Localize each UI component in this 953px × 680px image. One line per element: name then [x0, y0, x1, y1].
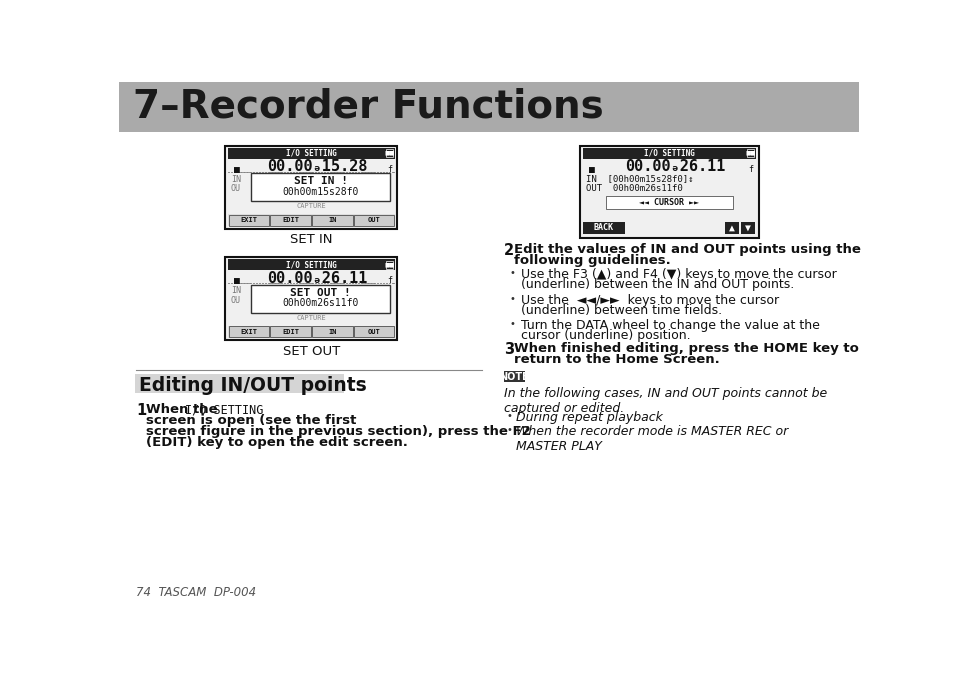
Bar	[385, 261, 393, 269]
Bar	[605, 197, 732, 209]
Text: OUT: OUT	[368, 217, 380, 223]
Bar	[225, 257, 397, 340]
Text: 74  TASCAM  DP-004: 74 TASCAM DP-004	[136, 586, 256, 599]
Text: When the recorder mode is MASTER REC or
MASTER PLAY: When the recorder mode is MASTER REC or …	[516, 425, 787, 453]
Text: Edit the values of IN and OUT points using the: Edit the values of IN and OUT points usi…	[514, 243, 861, 256]
Text: I/O SETTING: I/O SETTING	[643, 149, 694, 158]
Text: ■: ■	[233, 165, 239, 175]
Text: following guidelines.: following guidelines.	[514, 254, 671, 267]
Text: •: •	[506, 425, 512, 435]
Text: •: •	[509, 319, 516, 328]
Bar	[251, 285, 390, 313]
Text: (underline) between the IN and OUT points.: (underline) between the IN and OUT point…	[520, 278, 793, 291]
Text: ▲: ▲	[729, 223, 735, 233]
Bar	[270, 326, 311, 337]
Text: •: •	[509, 294, 516, 304]
Bar	[119, 82, 858, 132]
Text: •: •	[509, 268, 516, 278]
Text: OUT  00h00m26s11f0: OUT 00h00m26s11f0	[585, 184, 681, 193]
Bar	[312, 326, 353, 337]
Text: ■■: ■■	[744, 151, 755, 156]
Text: Turn the DATA wheel to change the value at the: Turn the DATA wheel to change the value …	[520, 319, 819, 332]
Bar	[228, 214, 395, 226]
Text: IN  [00h00m15s28f0]↕: IN [00h00m15s28f0]↕	[585, 174, 693, 183]
Text: 00h00m15s28f0: 00h00m15s28f0	[282, 187, 358, 197]
Text: 00.00ₔ26.11: 00.00ₔ26.11	[625, 159, 725, 174]
Bar	[229, 326, 269, 337]
Bar	[312, 215, 353, 226]
Text: IN: IN	[328, 217, 336, 223]
Text: I/O SETTING: I/O SETTING	[286, 149, 336, 158]
Bar	[385, 150, 393, 157]
Text: EXIT: EXIT	[240, 217, 257, 223]
Text: CAPTURE: CAPTURE	[296, 315, 326, 321]
Text: return to the Home Screen.: return to the Home Screen.	[514, 353, 720, 366]
Text: SET IN !: SET IN !	[294, 176, 348, 186]
Text: EXIT: EXIT	[240, 329, 257, 335]
Text: ■■: ■■	[384, 151, 395, 156]
Bar	[582, 148, 756, 158]
Text: SET OUT !: SET OUT !	[290, 288, 351, 298]
Text: I/O SETTING: I/O SETTING	[185, 403, 263, 416]
Bar	[228, 326, 395, 338]
Bar	[740, 222, 754, 234]
Text: Editing IN/OUT points: Editing IN/OUT points	[139, 376, 367, 394]
Text: IN: IN	[231, 175, 240, 184]
Text: IN: IN	[328, 329, 336, 335]
Bar	[354, 215, 394, 226]
Text: OU: OU	[231, 184, 240, 193]
Text: I/O SETTING: I/O SETTING	[286, 260, 336, 269]
Bar	[582, 222, 624, 234]
Bar	[746, 150, 753, 157]
Bar	[270, 215, 311, 226]
Bar	[503, 371, 525, 382]
Bar	[354, 326, 394, 337]
Text: ■■: ■■	[384, 262, 395, 267]
Text: 1: 1	[136, 403, 147, 418]
Text: 2: 2	[503, 243, 514, 258]
Text: IN: IN	[231, 286, 240, 295]
Bar	[134, 374, 344, 392]
Bar	[225, 146, 397, 228]
Text: f: f	[387, 165, 392, 174]
Text: (EDIT) key to open the edit screen.: (EDIT) key to open the edit screen.	[146, 436, 408, 449]
Bar	[228, 260, 395, 270]
Bar	[228, 148, 395, 158]
Text: ◄◄ CURSOR ►►: ◄◄ CURSOR ►►	[639, 198, 699, 207]
Text: SET OUT: SET OUT	[282, 345, 339, 358]
Text: Use the  ◄◄/►►  keys to move the cursor: Use the ◄◄/►► keys to move the cursor	[520, 294, 778, 307]
Text: When the: When the	[146, 403, 222, 416]
Text: NOTE: NOTE	[499, 371, 529, 381]
Text: EDIT: EDIT	[282, 217, 298, 223]
Text: Use the F3 (▲) and F4 (▼) keys to move the cursor: Use the F3 (▲) and F4 (▼) keys to move t…	[520, 268, 836, 281]
Text: 00h00m26s11f0: 00h00m26s11f0	[282, 299, 358, 308]
Bar	[579, 146, 758, 238]
Text: OU: OU	[231, 296, 240, 305]
Text: cursor (underline) position.: cursor (underline) position.	[520, 328, 690, 342]
Text: In the following cases, IN and OUT points cannot be
captured or edited.: In the following cases, IN and OUT point…	[503, 386, 826, 415]
Text: screen figure in the previous section), press the F2: screen figure in the previous section), …	[146, 425, 531, 438]
Text: OUT: OUT	[368, 329, 380, 335]
Text: ■: ■	[233, 276, 239, 286]
Text: 00.00ₔ26.11: 00.00ₔ26.11	[267, 271, 368, 286]
Text: During repeat playback: During repeat playback	[516, 411, 662, 424]
Text: f: f	[387, 276, 392, 286]
Text: ▼: ▼	[744, 223, 750, 233]
Bar	[229, 215, 269, 226]
Text: screen is open (see the first: screen is open (see the first	[146, 414, 356, 427]
Text: When finished editing, press the HOME key to: When finished editing, press the HOME ke…	[514, 342, 859, 355]
Text: 7–Recorder Functions: 7–Recorder Functions	[133, 88, 603, 126]
Text: EDIT: EDIT	[282, 329, 298, 335]
Text: •: •	[506, 411, 512, 421]
Text: 3: 3	[503, 342, 514, 357]
Text: ■: ■	[588, 165, 594, 175]
Text: BACK: BACK	[593, 224, 613, 233]
Text: SET IN: SET IN	[290, 233, 333, 246]
Text: 00.00ₔ15.28: 00.00ₔ15.28	[267, 159, 368, 174]
Text: f: f	[748, 165, 753, 174]
Bar	[724, 222, 739, 234]
Text: (underline) between time fields.: (underline) between time fields.	[520, 304, 721, 317]
Text: CAPTURE: CAPTURE	[296, 203, 326, 209]
Bar	[251, 173, 390, 201]
